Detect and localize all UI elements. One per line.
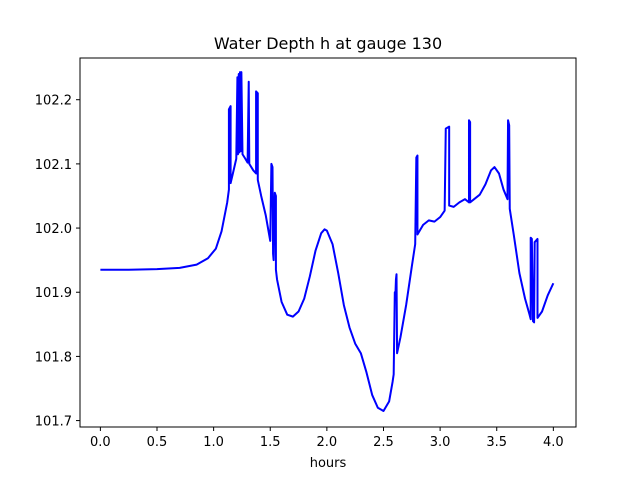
x-tick-label: 2.5 [373,435,394,450]
y-tick-label: 101.8 [35,350,72,365]
plot-area [100,71,555,412]
x-tick-label: 0.5 [147,435,168,450]
x-axis: 0.0 0.5 1.0 1.5 2.0 2.5 3.0 3.5 4.0 [90,427,564,450]
y-tick-label: 102.2 [35,94,72,109]
y-axis: 101.7 101.8 101.9 102.0 102.1 102.2 [35,94,80,430]
y-tick-label: 101.9 [35,286,72,301]
x-tick-label: 3.0 [430,435,451,450]
x-tick-label: 1.5 [260,435,281,450]
y-tick-label: 101.7 [35,415,72,430]
y-tick-label: 102.1 [35,158,72,173]
axes-frame [79,57,577,428]
x-tick-label: 1.0 [203,435,224,450]
x-axis-label: hours [310,456,347,471]
series-line-0 [100,71,555,412]
y-tick-label: 102.0 [35,222,72,237]
x-tick-label: 4.0 [543,435,564,450]
x-tick-label: 3.5 [486,435,507,450]
x-tick-label: 0.0 [90,435,111,450]
chart-title: Water Depth h at gauge 130 [214,34,442,53]
x-tick-label: 2.0 [317,435,338,450]
